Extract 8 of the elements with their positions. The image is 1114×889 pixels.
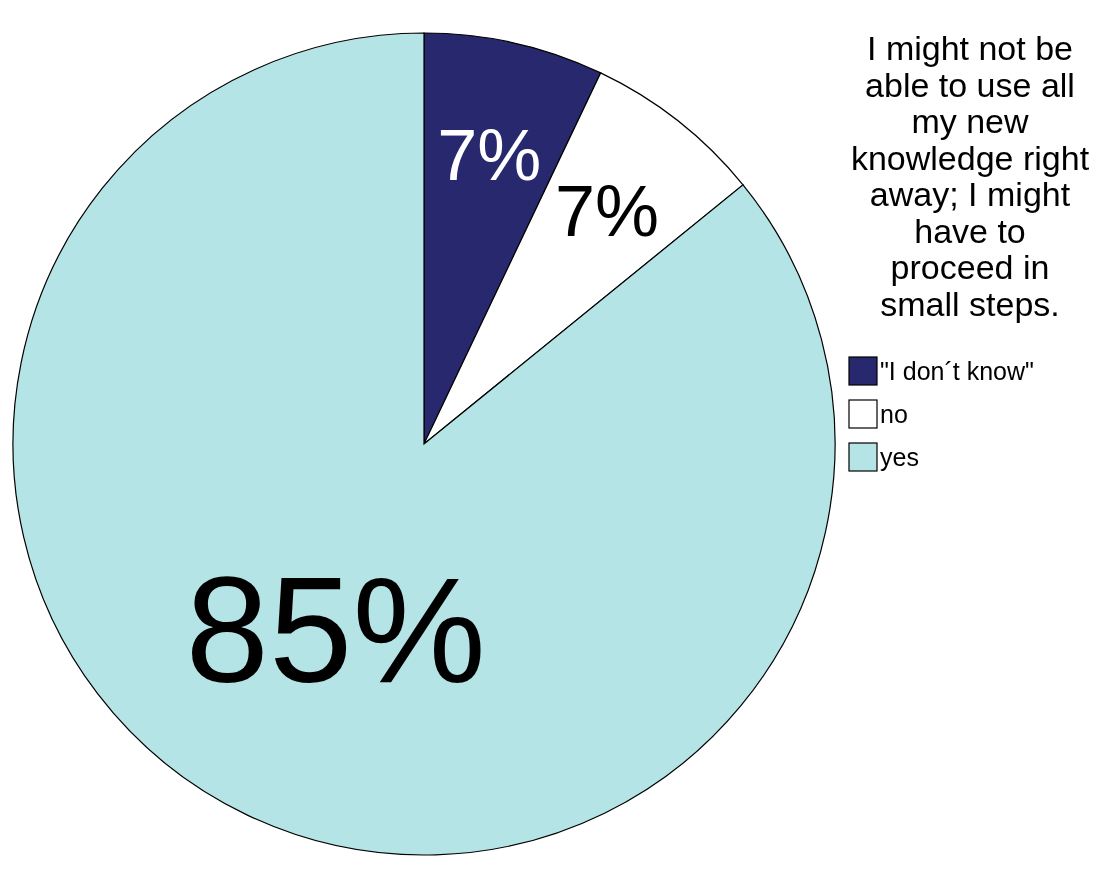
pie-slice [12, 32, 836, 855]
legend-label: yes [880, 443, 919, 471]
data-label: 85% [185, 545, 486, 714]
legend-label: no [880, 400, 908, 428]
text: I might not be able to use all my new knowledge right away; I might have to proceed in small steps. [850, 29, 1090, 323]
legend-label: "I don´t know" [880, 357, 1034, 385]
data-label: 7% [554, 171, 659, 252]
data-label: 7% [437, 115, 542, 196]
